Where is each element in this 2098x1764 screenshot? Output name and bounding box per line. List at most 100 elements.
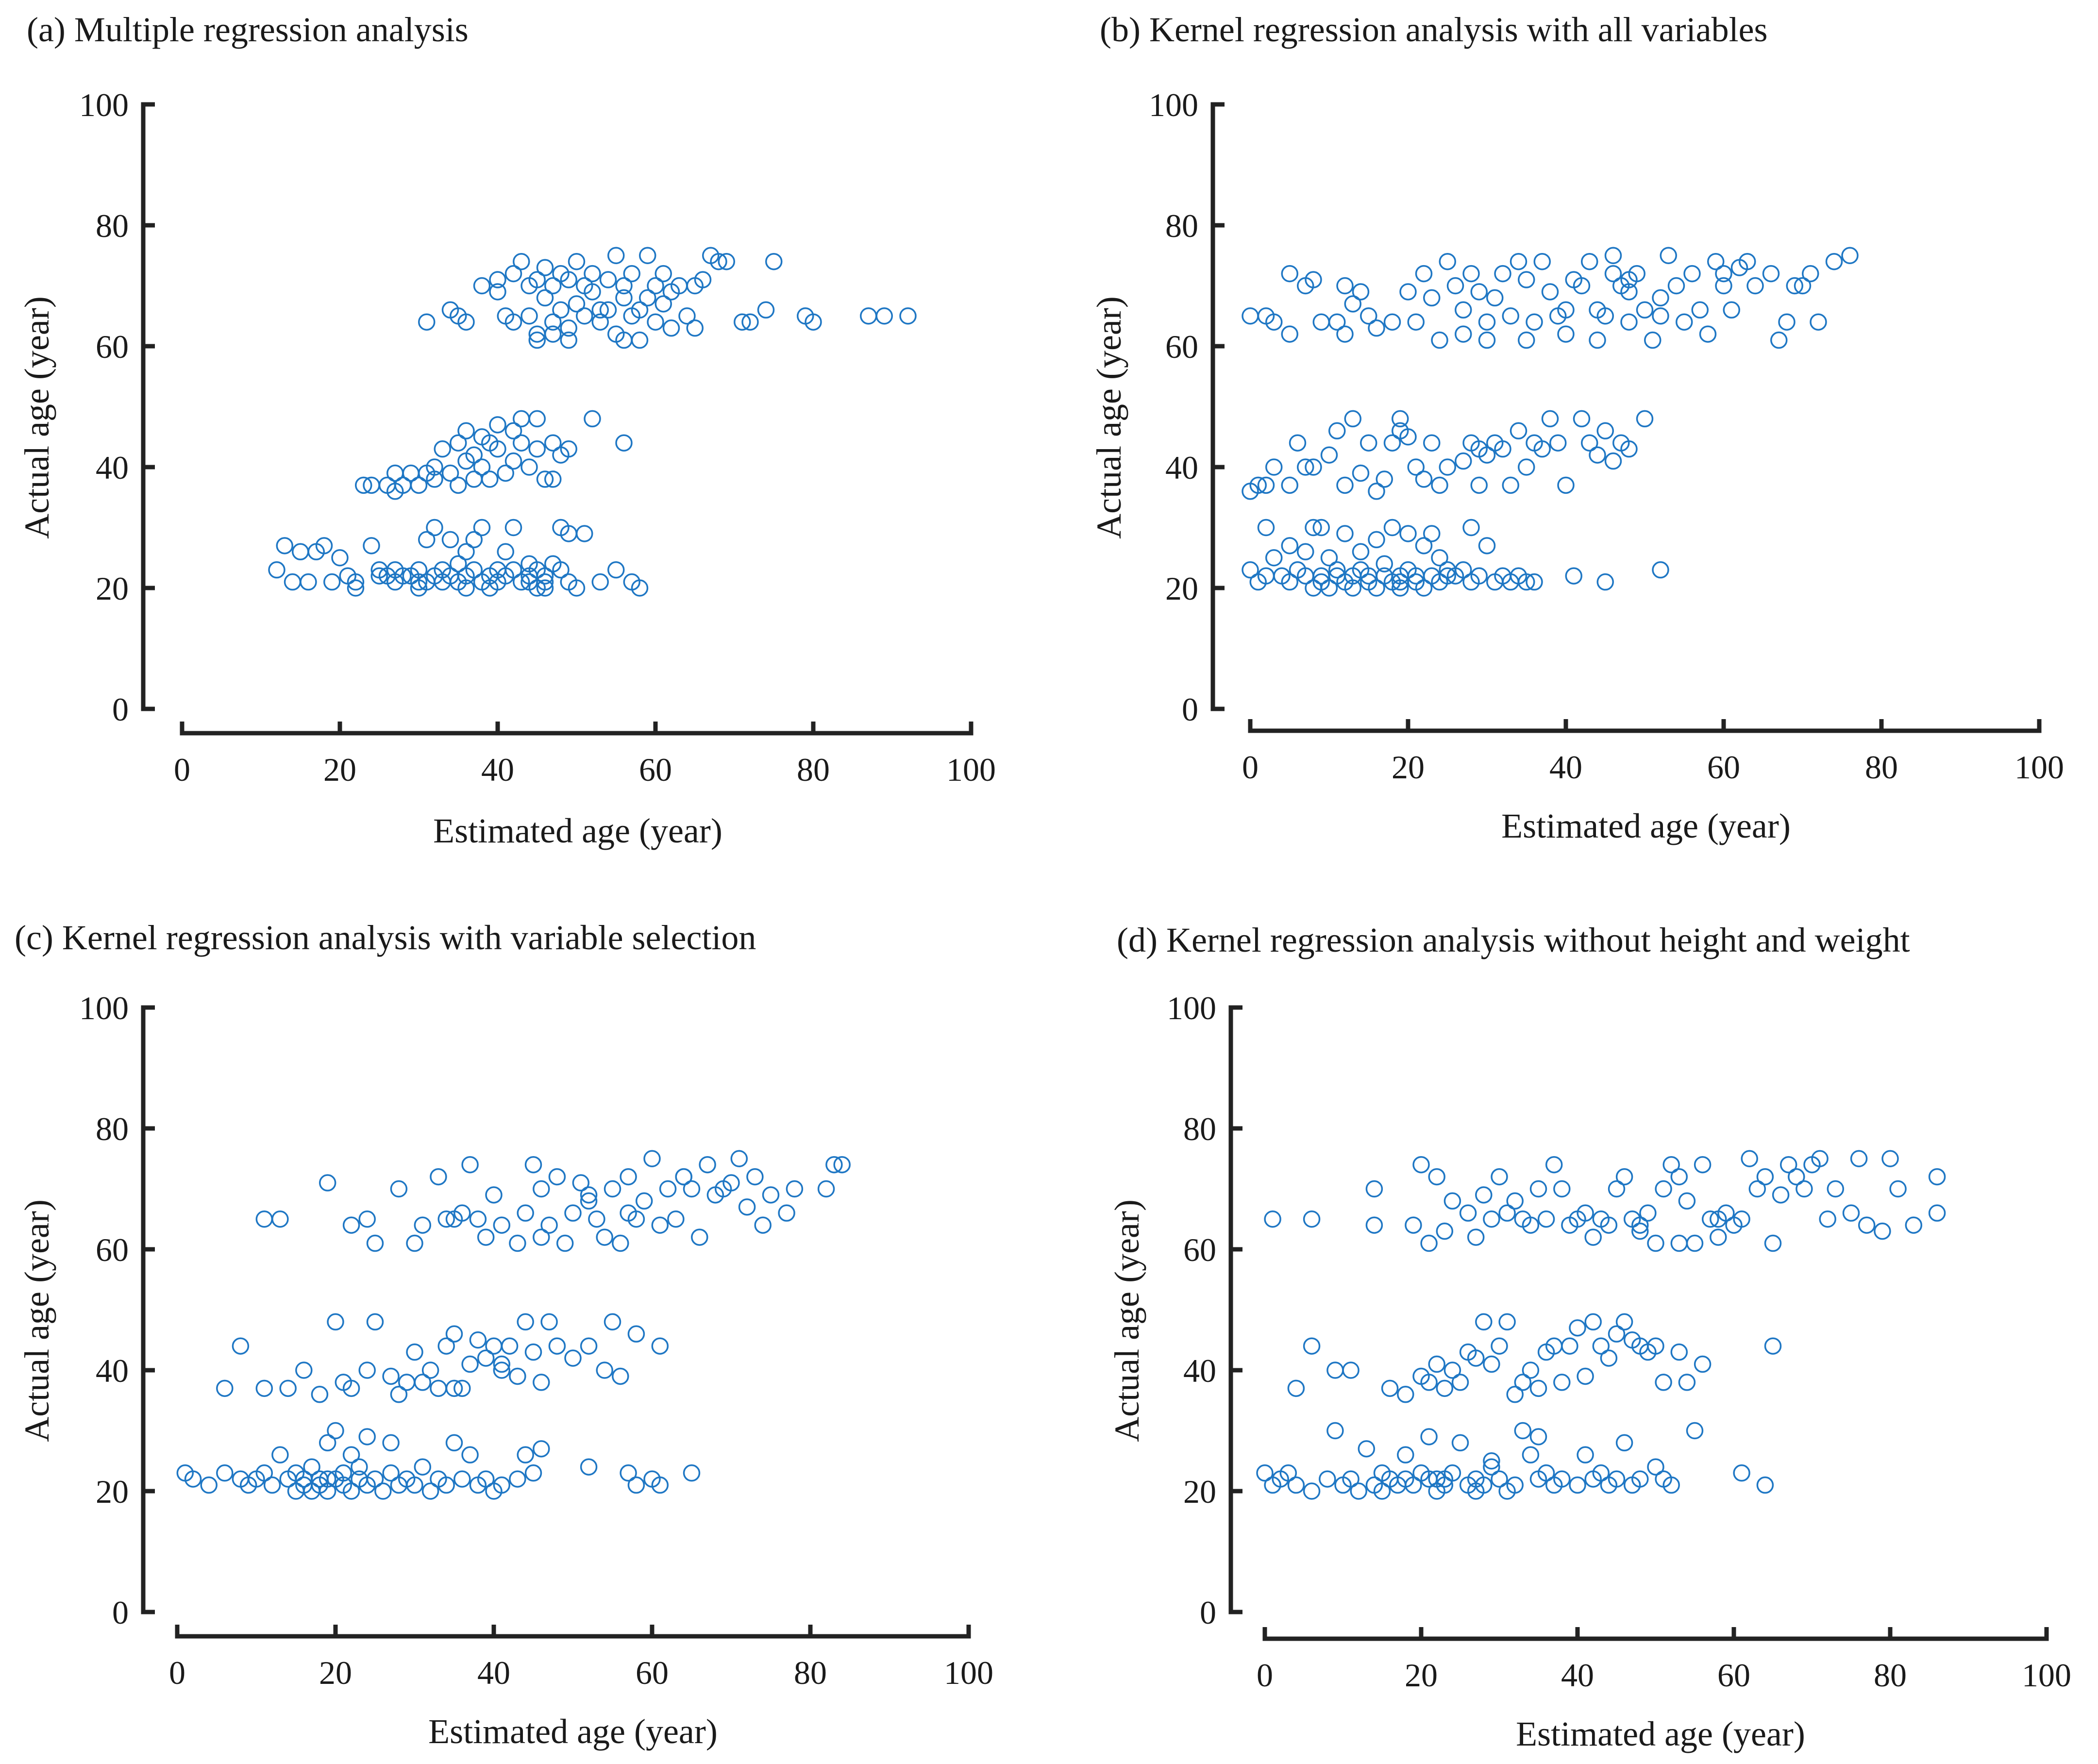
scatter-point: [1670, 1168, 1688, 1186]
scatter-point: [1381, 1379, 1399, 1397]
scatter-point: [572, 1174, 590, 1192]
scatter-point: [1407, 313, 1425, 331]
y-tick-label: 100: [79, 86, 129, 123]
scatter-point: [1699, 325, 1717, 343]
scatter-point: [1392, 573, 1409, 591]
scatter-point: [1647, 1337, 1664, 1355]
scatter-point: [255, 1464, 273, 1482]
scatter-point: [1655, 1180, 1672, 1198]
scatter-point: [263, 1476, 281, 1494]
scatter-point: [1415, 579, 1433, 597]
scatter-point: [651, 1476, 669, 1494]
scatter-point: [1631, 1222, 1649, 1240]
scatter-point: [1529, 1379, 1547, 1397]
scatter-point: [327, 1313, 344, 1331]
scatter-point: [524, 1343, 542, 1361]
scatter-point: [358, 1428, 376, 1445]
scatter-point: [1850, 1150, 1868, 1167]
y-tick-label: 80: [1165, 207, 1198, 244]
scatter-point: [1608, 1470, 1626, 1488]
scatter-point: [437, 1337, 455, 1355]
scatter-point: [497, 543, 514, 561]
scatter-point: [620, 1464, 637, 1482]
scatter-point: [1502, 307, 1519, 325]
scatter-point: [1514, 1374, 1532, 1391]
scatter-point: [421, 1482, 439, 1500]
scatter-point: [441, 531, 459, 549]
scatter-point: [1655, 1374, 1672, 1391]
scatter-point: [469, 1331, 487, 1349]
scatter-point: [342, 1482, 360, 1500]
scatter-point: [520, 307, 538, 325]
scatter-point: [319, 1174, 336, 1192]
scatter-point: [1557, 301, 1575, 319]
scatter-point: [568, 579, 586, 597]
scatter-point: [533, 1180, 550, 1198]
scatter-point: [694, 271, 712, 288]
scatter-point: [1498, 1313, 1516, 1331]
scatter-point: [599, 301, 617, 319]
scatter-point: [1423, 289, 1441, 307]
panel-title: (b) Kernel regression analysis with all …: [1100, 10, 1768, 49]
scatter-point: [1420, 1428, 1438, 1445]
scatter-point: [659, 1180, 677, 1198]
scatter-point: [1533, 440, 1551, 458]
scatter-point: [536, 579, 554, 597]
scatter-point: [311, 1386, 329, 1403]
y-tick-label: 40: [1183, 1352, 1216, 1389]
scatter-point: [441, 464, 459, 482]
scatter-point: [1483, 1355, 1500, 1373]
scatter-point: [1573, 410, 1591, 428]
scatter-point: [366, 1470, 384, 1488]
scatter-point: [576, 525, 593, 542]
scatter-point: [1604, 452, 1622, 470]
scatter-point: [1652, 561, 1669, 579]
scatter-point: [1436, 1222, 1454, 1240]
scatter-point: [1352, 464, 1370, 482]
scatter-point: [232, 1337, 250, 1355]
scatter-point: [426, 470, 443, 488]
scatter-point: [1577, 1204, 1594, 1222]
scatter-point: [1281, 573, 1298, 591]
scatter-point: [718, 252, 735, 270]
scatter-point: [1405, 1216, 1422, 1234]
scatter-point: [1502, 476, 1519, 494]
scatter-point: [1431, 331, 1448, 349]
scatter-point: [1436, 1379, 1454, 1397]
x-tick-label: 100: [946, 751, 996, 788]
scatter-point: [1455, 561, 1472, 579]
scatter-point: [1462, 265, 1480, 283]
scatter-point: [746, 1168, 764, 1186]
scatter-point: [481, 470, 499, 488]
scatter-point: [631, 301, 649, 319]
x-tick-label: 100: [944, 1654, 993, 1691]
scatter-point: [1522, 1361, 1540, 1379]
scatter-point: [504, 561, 522, 579]
scatter-point: [607, 561, 625, 579]
y-tick-label: 0: [1182, 691, 1198, 728]
scatter-point: [473, 277, 491, 295]
scatter-point: [1802, 265, 1819, 283]
scatter-point: [382, 1464, 400, 1482]
scatter-point: [1825, 252, 1843, 270]
scatter-point: [1905, 1216, 1923, 1234]
scatter-point: [461, 1355, 479, 1373]
scatter-point: [394, 567, 412, 585]
scatter-point: [390, 1386, 408, 1403]
x-tick-label: 60: [1707, 749, 1740, 786]
scatter-point: [1383, 313, 1401, 331]
scatter-point: [722, 1174, 740, 1192]
scatter-point: [544, 277, 562, 295]
scatter-point: [1786, 277, 1803, 295]
scatter-point: [437, 1210, 455, 1228]
scatter-point: [347, 573, 365, 591]
scatter-point: [548, 1337, 566, 1355]
scatter-point: [1475, 1476, 1493, 1494]
scatter-point: [1741, 1150, 1758, 1167]
scatter-point: [366, 1313, 384, 1331]
x-tick-label: 40: [1549, 749, 1582, 786]
scatter-point: [730, 1150, 748, 1167]
scatter-point: [1526, 313, 1543, 331]
scatter-point: [1303, 1337, 1321, 1355]
scatter-point: [457, 422, 475, 440]
